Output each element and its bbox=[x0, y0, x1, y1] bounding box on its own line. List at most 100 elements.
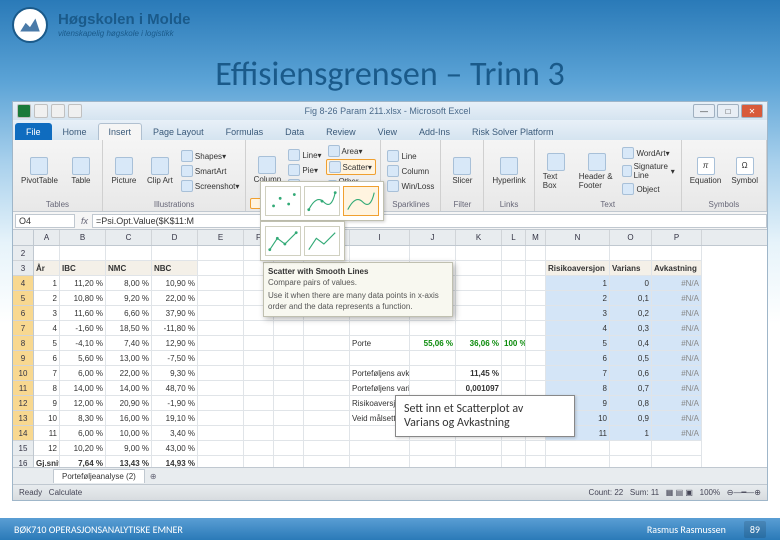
cell[interactable]: 7 bbox=[34, 366, 60, 381]
column-header[interactable]: K bbox=[456, 230, 502, 245]
cell[interactable]: 18,50 % bbox=[106, 321, 152, 336]
cell[interactable] bbox=[526, 336, 546, 351]
cell[interactable] bbox=[198, 426, 244, 441]
cell[interactable]: 100 % bbox=[502, 336, 526, 351]
cell[interactable] bbox=[502, 351, 526, 366]
cell[interactable] bbox=[410, 246, 456, 261]
cell[interactable] bbox=[106, 246, 152, 261]
scatter-type-3-selected[interactable] bbox=[343, 186, 379, 216]
cell[interactable]: 8 bbox=[546, 381, 610, 396]
cell[interactable]: 0,5 bbox=[610, 351, 652, 366]
cell[interactable]: Porteføljens varians bbox=[350, 381, 410, 396]
cell[interactable] bbox=[244, 321, 274, 336]
row-header[interactable]: 2 bbox=[13, 246, 33, 261]
cell[interactable]: 3 bbox=[546, 306, 610, 321]
cell[interactable] bbox=[244, 351, 274, 366]
cell[interactable] bbox=[410, 351, 456, 366]
cell[interactable] bbox=[526, 306, 546, 321]
cell[interactable]: 2 bbox=[34, 291, 60, 306]
cell[interactable] bbox=[410, 381, 456, 396]
cell[interactable] bbox=[502, 441, 526, 456]
cell[interactable]: År bbox=[34, 261, 60, 276]
cell[interactable] bbox=[456, 261, 502, 276]
cell[interactable] bbox=[198, 441, 244, 456]
cell[interactable]: 4 bbox=[546, 321, 610, 336]
cell[interactable] bbox=[350, 321, 410, 336]
cell[interactable] bbox=[350, 351, 410, 366]
qat-save-icon[interactable] bbox=[34, 104, 48, 118]
cell[interactable] bbox=[198, 351, 244, 366]
cell[interactable] bbox=[456, 306, 502, 321]
cell[interactable]: 11,45 % bbox=[456, 366, 502, 381]
cell[interactable]: 6 bbox=[34, 351, 60, 366]
cell[interactable]: 3,40 % bbox=[152, 426, 198, 441]
cell[interactable]: 7,40 % bbox=[106, 336, 152, 351]
cell[interactable]: 7 bbox=[546, 366, 610, 381]
cell[interactable]: 14,00 % bbox=[60, 381, 106, 396]
symbol-button[interactable]: ΩSymbol bbox=[727, 155, 762, 187]
cell[interactable]: 20,90 % bbox=[106, 396, 152, 411]
cell[interactable]: 8 bbox=[34, 381, 60, 396]
cell[interactable] bbox=[274, 351, 304, 366]
cell[interactable]: 4 bbox=[34, 321, 60, 336]
qat-undo-icon[interactable] bbox=[51, 104, 65, 118]
row-header[interactable]: 14 bbox=[13, 426, 33, 441]
object-button[interactable]: Object bbox=[620, 182, 676, 196]
cell[interactable] bbox=[526, 351, 546, 366]
cell[interactable] bbox=[304, 321, 350, 336]
cell[interactable] bbox=[198, 306, 244, 321]
cell[interactable]: 22,00 % bbox=[106, 366, 152, 381]
cell[interactable] bbox=[610, 441, 652, 456]
cell[interactable] bbox=[456, 351, 502, 366]
cell[interactable]: 1 bbox=[610, 426, 652, 441]
row-header[interactable]: 4 bbox=[13, 276, 33, 291]
cell[interactable]: 0,1 bbox=[610, 291, 652, 306]
cell[interactable] bbox=[410, 366, 456, 381]
cell[interactable]: 0,4 bbox=[610, 336, 652, 351]
cell[interactable] bbox=[244, 396, 274, 411]
cell[interactable] bbox=[304, 381, 350, 396]
cell[interactable]: #N/A bbox=[652, 426, 702, 441]
tab-formulas[interactable]: Formulas bbox=[215, 123, 275, 140]
scatter-type-5[interactable] bbox=[304, 226, 340, 256]
cell[interactable]: 16,00 % bbox=[106, 411, 152, 426]
column-header[interactable]: O bbox=[610, 230, 652, 245]
cell[interactable] bbox=[274, 321, 304, 336]
fx-icon[interactable]: fx bbox=[77, 216, 92, 226]
sparkline-column-button[interactable]: Column bbox=[385, 164, 436, 178]
cell[interactable] bbox=[502, 246, 526, 261]
cell[interactable] bbox=[274, 336, 304, 351]
cell[interactable]: 6,00 % bbox=[60, 366, 106, 381]
cell[interactable]: #N/A bbox=[652, 306, 702, 321]
cell[interactable]: -4,10 % bbox=[60, 336, 106, 351]
cell[interactable]: NBC bbox=[152, 261, 198, 276]
sheet-tab-active[interactable]: Porteføljeanalyse (2) bbox=[53, 469, 145, 483]
tab-page-layout[interactable]: Page Layout bbox=[142, 123, 215, 140]
signature-button[interactable]: Signature Line ▾ bbox=[620, 161, 676, 181]
column-header[interactable]: A bbox=[34, 230, 60, 245]
formula-input[interactable]: =Psi.Opt.Value($K$11:M bbox=[92, 214, 767, 228]
cell[interactable] bbox=[652, 441, 702, 456]
cell[interactable]: #N/A bbox=[652, 381, 702, 396]
column-header[interactable]: B bbox=[60, 230, 106, 245]
clipart-button[interactable]: Clip Art bbox=[143, 155, 177, 187]
wordart-button[interactable]: WordArt ▾ bbox=[620, 146, 676, 160]
cell[interactable]: 6,60 % bbox=[106, 306, 152, 321]
textbox-button[interactable]: Text Box bbox=[539, 151, 573, 192]
cell[interactable] bbox=[244, 366, 274, 381]
row-header[interactable]: 8 bbox=[13, 336, 33, 351]
name-box[interactable]: O4 bbox=[15, 214, 75, 228]
cell[interactable]: 0,3 bbox=[610, 321, 652, 336]
cell[interactable]: Varians bbox=[610, 261, 652, 276]
cell[interactable]: #N/A bbox=[652, 411, 702, 426]
cell[interactable]: 12 bbox=[34, 441, 60, 456]
minimize-button[interactable]: — bbox=[693, 104, 715, 118]
cell[interactable]: 9,00 % bbox=[106, 441, 152, 456]
cell[interactable] bbox=[198, 396, 244, 411]
cell[interactable]: 55,06 % bbox=[410, 336, 456, 351]
cell[interactable]: 3 bbox=[34, 306, 60, 321]
cell[interactable]: 10,20 % bbox=[60, 441, 106, 456]
pivottable-button[interactable]: PivotTable bbox=[17, 155, 62, 187]
cell[interactable] bbox=[198, 381, 244, 396]
cell[interactable] bbox=[526, 276, 546, 291]
